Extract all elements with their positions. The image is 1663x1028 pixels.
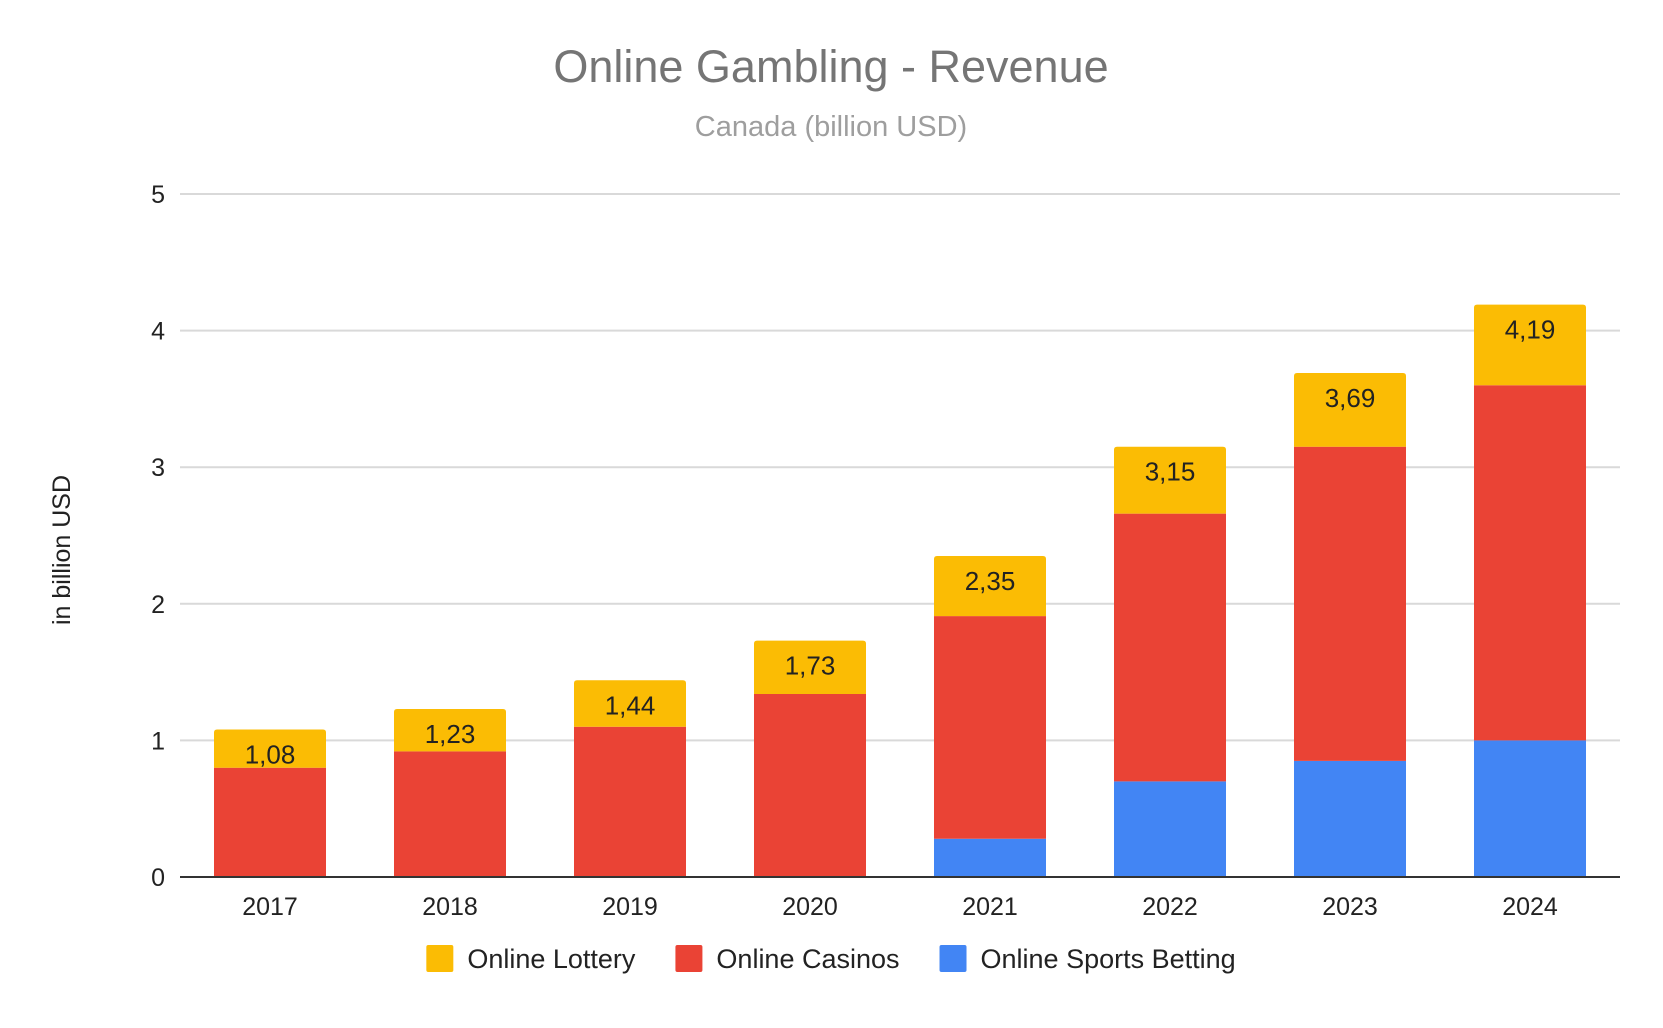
legend: Online Lottery Online Casinos Online Sport… xyxy=(426,944,1236,974)
y-tick-label: 0 xyxy=(151,864,165,892)
bar-online-lottery-2023 xyxy=(1294,372,1406,447)
bar-online-casinos-2018 xyxy=(394,751,506,877)
bar-online-lottery-2024 xyxy=(1474,304,1586,386)
y-tick-label: 2 xyxy=(151,591,165,619)
bar-online-sports-betting-2024 xyxy=(1474,740,1586,877)
bar-online-casinos-2017 xyxy=(214,767,326,877)
y-axis-label: in billion USD xyxy=(48,475,76,625)
bar-online-lottery-2022 xyxy=(1114,446,1226,514)
x-tick-label: 2024 xyxy=(1502,893,1558,921)
chart-subtitle: Canada (billion USD) xyxy=(695,111,967,143)
x-tick-label: 2021 xyxy=(962,893,1018,921)
bar-online-sports-betting-2022 xyxy=(1114,781,1226,877)
data-label-2019: 1,44 xyxy=(605,690,656,720)
legend-item-online-lottery: Online Lottery xyxy=(426,944,636,974)
x-tick-label: 2019 xyxy=(602,893,658,921)
y-tick-label: 4 xyxy=(151,318,165,346)
bar-online-casinos-2023 xyxy=(1294,446,1406,761)
bar-online-lottery-2018 xyxy=(394,708,506,752)
bar-online-casinos-2022 xyxy=(1114,513,1226,782)
y-tick-label: 1 xyxy=(151,727,165,755)
x-tick-label: 2017 xyxy=(242,893,298,921)
chart-title: Online Gambling - Revenue xyxy=(553,41,1108,92)
data-label-2022: 3,15 xyxy=(1145,457,1196,487)
data-labels: 1,08 1,23 1,44 1,73 2,35 3,15 3,69 4,19 xyxy=(245,315,1556,770)
x-tick-labels: 2017 2018 2019 2020 2021 2022 2023 2024 xyxy=(242,893,1558,921)
legend-label: Online Sports Betting xyxy=(981,944,1236,974)
legend-item-online-sports-betting: Online Sports Betting xyxy=(939,944,1236,974)
y-tick-label: 3 xyxy=(151,454,165,482)
data-label-2020: 1,73 xyxy=(785,651,836,681)
y-tick-labels: 0 1 2 3 4 5 xyxy=(151,181,165,892)
x-tick-label: 2020 xyxy=(782,893,838,921)
x-tick-label: 2022 xyxy=(1142,893,1198,921)
data-label-2024: 4,19 xyxy=(1505,315,1556,345)
bar-online-lottery-2021 xyxy=(934,555,1046,617)
legend-label: Online Lottery xyxy=(467,944,636,974)
data-label-2018: 1,23 xyxy=(425,719,476,749)
data-label-2021: 2,35 xyxy=(965,566,1016,596)
bar-online-lottery-2020 xyxy=(754,640,866,694)
bar-online-sports-betting-2021 xyxy=(934,838,1046,877)
legend-swatch xyxy=(939,945,967,972)
legend-item-online-casinos: Online Casinos xyxy=(675,944,900,974)
x-tick-label: 2023 xyxy=(1322,893,1378,921)
bar-online-casinos-2020 xyxy=(754,693,866,877)
bars xyxy=(214,304,1586,877)
data-label-2023: 3,69 xyxy=(1325,383,1376,413)
bar-online-casinos-2021 xyxy=(934,616,1046,839)
data-label-2017: 1,08 xyxy=(245,739,296,769)
x-tick-label: 2018 xyxy=(422,893,478,921)
legend-swatch xyxy=(675,945,703,972)
bar-online-casinos-2024 xyxy=(1474,385,1586,741)
bar-online-casinos-2019 xyxy=(574,726,686,877)
legend-label: Online Casinos xyxy=(716,944,899,974)
y-tick-label: 5 xyxy=(151,181,165,209)
bar-online-sports-betting-2023 xyxy=(1294,760,1406,877)
legend-swatch xyxy=(426,945,454,972)
bar-online-lottery-2019 xyxy=(574,680,686,727)
bar-online-lottery-2017 xyxy=(214,729,326,768)
